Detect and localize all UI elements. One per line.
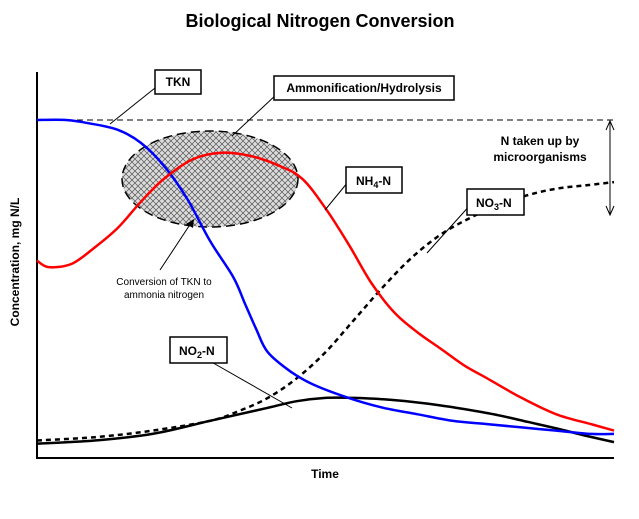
ammonification-label: Ammonification/Hydrolysis	[286, 81, 442, 95]
no2-leader-line	[207, 359, 293, 409]
uptake-arrow-head-bottom	[605, 205, 615, 217]
no3-label-subscript: 3	[494, 202, 499, 212]
nh4-label-box	[345, 166, 403, 194]
conversion-label-line1: Conversion of TKN to	[116, 277, 212, 288]
no3-label: NO3-N	[476, 196, 512, 212]
no3-label-box	[466, 188, 525, 216]
no2-label-box	[169, 336, 228, 364]
uptake-label-line2: microorganisms	[493, 150, 587, 164]
uptake-label-line1: N taken up by	[501, 134, 580, 148]
tkn-label: TKN	[166, 75, 191, 89]
nh4-label-subscript: 4	[373, 180, 378, 190]
tkn-label-box	[154, 69, 202, 95]
no2-label: NO2-N	[179, 344, 215, 360]
nh4-leader-line	[324, 181, 349, 211]
conversion-label-line2: ammonia nitrogen	[124, 290, 204, 301]
series-no2-n-line	[36, 396, 615, 445]
uptake-arrow-head-top	[605, 119, 615, 131]
x-axis-label: Time	[311, 467, 339, 481]
ammonification-label-box	[273, 75, 455, 101]
conversion-arrow-head	[186, 219, 194, 228]
series-tkn-line	[36, 118, 615, 436]
no2-label-subscript: 2	[197, 350, 202, 360]
conversion-leader-line	[159, 219, 194, 271]
ammonification-ellipse	[121, 130, 299, 228]
tkn-leader-line	[109, 87, 156, 125]
series-nh4-n-line	[36, 151, 615, 432]
no3-leader-line	[426, 202, 473, 254]
ammonification-leader-line	[231, 93, 278, 137]
nh4-label: NH4-N	[356, 174, 391, 190]
chart-title: Biological Nitrogen Conversion	[185, 11, 454, 31]
y-axis-label: Concentration, mg N/L	[8, 198, 22, 327]
